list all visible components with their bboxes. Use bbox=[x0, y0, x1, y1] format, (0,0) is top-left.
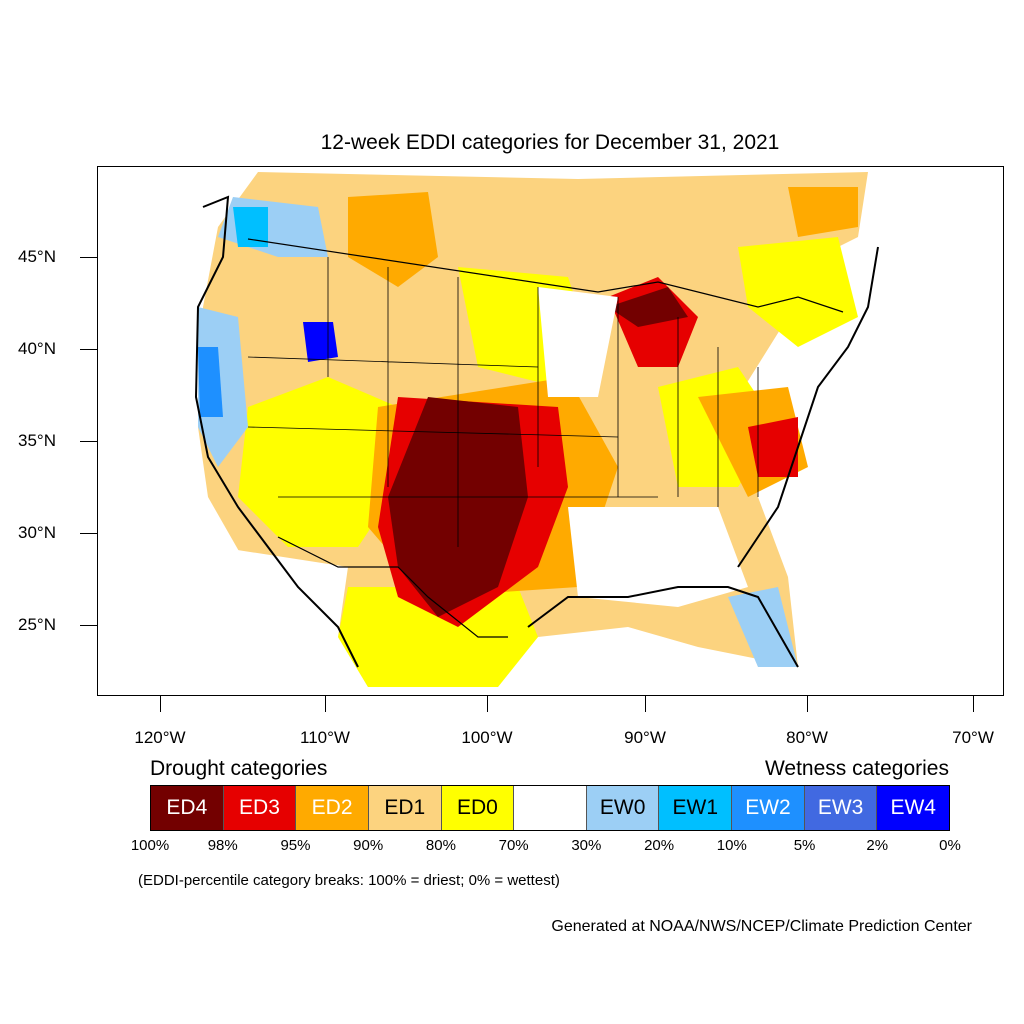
ed3-region-va bbox=[748, 417, 798, 477]
percentile-label: 5% bbox=[793, 837, 816, 854]
percentile-label: 80% bbox=[425, 837, 456, 854]
lon-tick bbox=[973, 696, 974, 712]
neutral-region-midwest bbox=[538, 287, 618, 397]
lon-label-120w: 120°W bbox=[134, 728, 186, 747]
lat-label-35: 35°N bbox=[18, 431, 56, 450]
neutral-region-southeast bbox=[568, 507, 748, 607]
ed0-region-south bbox=[338, 587, 538, 687]
credit-line: Generated at NOAA/NWS/NCEP/Climate Predi… bbox=[551, 918, 972, 935]
percentile-label: 95% bbox=[280, 837, 311, 854]
legend-box-neutral bbox=[514, 786, 587, 830]
lat-label-30: 30°N bbox=[18, 523, 56, 542]
percentile-label: 90% bbox=[353, 837, 384, 854]
percentile-label: 70% bbox=[498, 837, 529, 854]
legend-box-ew2: EW2 bbox=[732, 786, 805, 830]
ed4-region-lake-superior bbox=[608, 287, 688, 327]
neutral-region-southwest bbox=[218, 547, 348, 667]
legend-box-ew4: EW4 bbox=[877, 786, 950, 830]
lat-tick bbox=[80, 533, 97, 534]
lat-tick bbox=[80, 625, 97, 626]
percentile-label: 20% bbox=[644, 837, 675, 854]
ed0-region-west bbox=[238, 377, 398, 547]
lon-tick bbox=[160, 696, 161, 712]
lon-tick bbox=[487, 696, 488, 712]
ed2-region-ne bbox=[788, 187, 858, 237]
legend-box-ew0: EW0 bbox=[586, 786, 660, 830]
category-legend: ED4 ED3 ED2 ED1 ED0 EW0 EW1 EW2 EW3 EW4 bbox=[150, 785, 950, 831]
percentile-label: 30% bbox=[571, 837, 602, 854]
coastline bbox=[194, 195, 879, 668]
map-panel bbox=[97, 166, 1004, 696]
lon-label-70w: 70°W bbox=[952, 728, 994, 747]
lat-label-25: 25°N bbox=[18, 615, 56, 634]
border-canada bbox=[247, 238, 844, 313]
lat-tick bbox=[80, 441, 97, 442]
lon-label-80w: 80°W bbox=[786, 728, 828, 747]
wetness-heading: Wetness categories bbox=[764, 757, 949, 780]
legend-box-ed3: ED3 bbox=[223, 786, 297, 830]
lon-tick bbox=[807, 696, 808, 712]
ed0-region-ne bbox=[738, 237, 858, 347]
legend-box-ed4: ED4 bbox=[151, 786, 224, 830]
map-title: 12-week EDDI categories for December 31,… bbox=[320, 131, 780, 154]
ew0-region-florida bbox=[728, 587, 798, 667]
legend-box-ew3: EW3 bbox=[804, 786, 878, 830]
legend-box-ed0: ED0 bbox=[441, 786, 515, 830]
lon-label-110w: 110°W bbox=[300, 728, 350, 747]
percentile-label: 10% bbox=[716, 837, 747, 854]
lon-tick bbox=[325, 696, 326, 712]
ew4-region-idaho bbox=[303, 322, 338, 362]
ew2-region-ca bbox=[198, 347, 223, 417]
percentile-label: 0% bbox=[939, 837, 961, 854]
lat-tick bbox=[80, 349, 97, 350]
legend-box-ed2: ED2 bbox=[296, 786, 369, 830]
lat-label-45: 45°N bbox=[18, 247, 56, 266]
ew1-region-wa bbox=[233, 207, 268, 247]
border-mexico bbox=[277, 536, 508, 638]
lon-label-100w: 100°W bbox=[461, 728, 513, 747]
lat-tick bbox=[80, 257, 97, 258]
state-lines bbox=[247, 257, 759, 547]
percentile-label: 2% bbox=[866, 837, 889, 854]
percentile-label: 100% bbox=[130, 837, 170, 854]
eddi-map bbox=[194, 172, 879, 687]
legend-box-ew1: EW1 bbox=[659, 786, 733, 830]
lon-label-90w: 90°W bbox=[624, 728, 666, 747]
drought-heading: Drought categories bbox=[150, 757, 328, 780]
legend-box-ed1: ED1 bbox=[368, 786, 442, 830]
category-note: (EDDI-percentile category breaks: 100% =… bbox=[138, 872, 560, 889]
lat-label-40: 40°N bbox=[18, 339, 56, 358]
lon-tick bbox=[645, 696, 646, 712]
ed2-region-plains bbox=[348, 192, 438, 287]
percentile-label: 98% bbox=[207, 837, 238, 854]
